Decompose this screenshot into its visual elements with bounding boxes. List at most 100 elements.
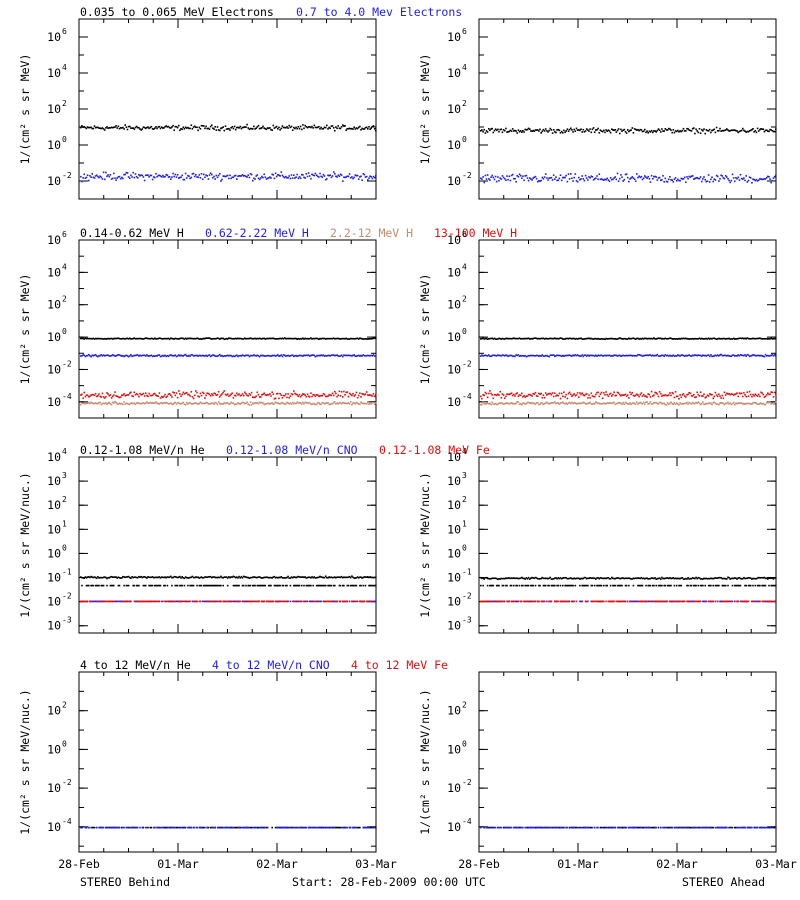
data-point [229,576,231,579]
data-point [228,337,230,339]
data-point [327,354,329,357]
data-point [316,126,319,129]
data-point [181,337,183,339]
data-point [296,355,298,357]
data-point [752,178,754,181]
data-point [732,177,735,179]
data-point [711,338,713,340]
data-point [499,177,501,179]
data-point [583,131,586,133]
data-point [90,394,92,396]
data-point [771,402,774,404]
data-point [701,355,703,357]
data-point [345,600,347,603]
data-point [593,403,596,405]
data-point [663,402,665,405]
data-point [353,584,355,587]
data-point [631,600,634,603]
data-point [704,178,706,181]
plot-frame [478,456,777,634]
data-point [214,126,216,128]
data-point [195,174,197,176]
data-point [230,354,232,357]
data-point [375,337,377,340]
data-point [756,337,759,340]
data-point [623,337,626,340]
data-point [597,178,599,180]
data-point [649,584,652,587]
data-point [337,403,339,405]
data-point [729,402,731,404]
data-point [533,402,536,405]
data-point [349,393,352,396]
data-point [274,355,277,357]
data-point [567,338,570,340]
data-point [579,578,581,580]
data-point [652,131,654,134]
data-point [702,354,704,356]
data-point [533,577,536,580]
data-point [158,576,161,578]
data-point [135,600,138,603]
data-point [131,576,133,578]
data-point [573,176,575,179]
data-point [768,130,770,133]
data-point [165,396,167,398]
data-point [261,584,263,587]
data-point [121,577,123,579]
data-point [183,128,186,130]
data-point [182,355,185,357]
data-point [587,402,589,405]
data-point [261,401,263,404]
data-point [267,127,270,129]
data-point [501,402,504,405]
data-point [107,393,109,395]
data-point [351,337,353,340]
data-point [559,132,562,134]
data-point [80,337,82,340]
data-point [608,578,611,580]
data-point [554,178,556,180]
data-point [305,173,308,175]
data-point [722,354,725,357]
data-point [239,394,242,397]
data-point [188,175,190,177]
data-point [320,576,322,578]
data-point [256,576,259,579]
data-point [181,584,183,587]
data-point [642,130,645,132]
data-point [84,177,87,179]
data-point [319,354,321,357]
data-point [626,354,629,357]
data-point [490,176,492,178]
data-point [584,393,587,396]
data-point [321,576,324,579]
data-point [107,127,109,129]
data-point [252,354,254,357]
data-point [138,355,140,357]
data-point [581,354,583,356]
data-point [696,176,698,179]
data-point [307,172,310,174]
data-point [652,584,654,587]
data-point [655,338,657,340]
data-point [254,600,256,603]
data-point [497,600,499,603]
data-point [140,402,142,405]
data-point [574,130,577,132]
data-point [356,355,359,357]
data-point [346,354,349,357]
data-point [141,338,144,340]
data-point [95,174,98,177]
data-point [86,600,89,603]
data-point [320,394,322,397]
data-point [655,584,657,587]
data-point [693,178,695,180]
data-point [769,393,771,395]
data-point [720,600,722,603]
data-point [176,396,179,399]
data-point [740,578,743,580]
data-point [762,393,765,396]
data-point [562,600,564,603]
